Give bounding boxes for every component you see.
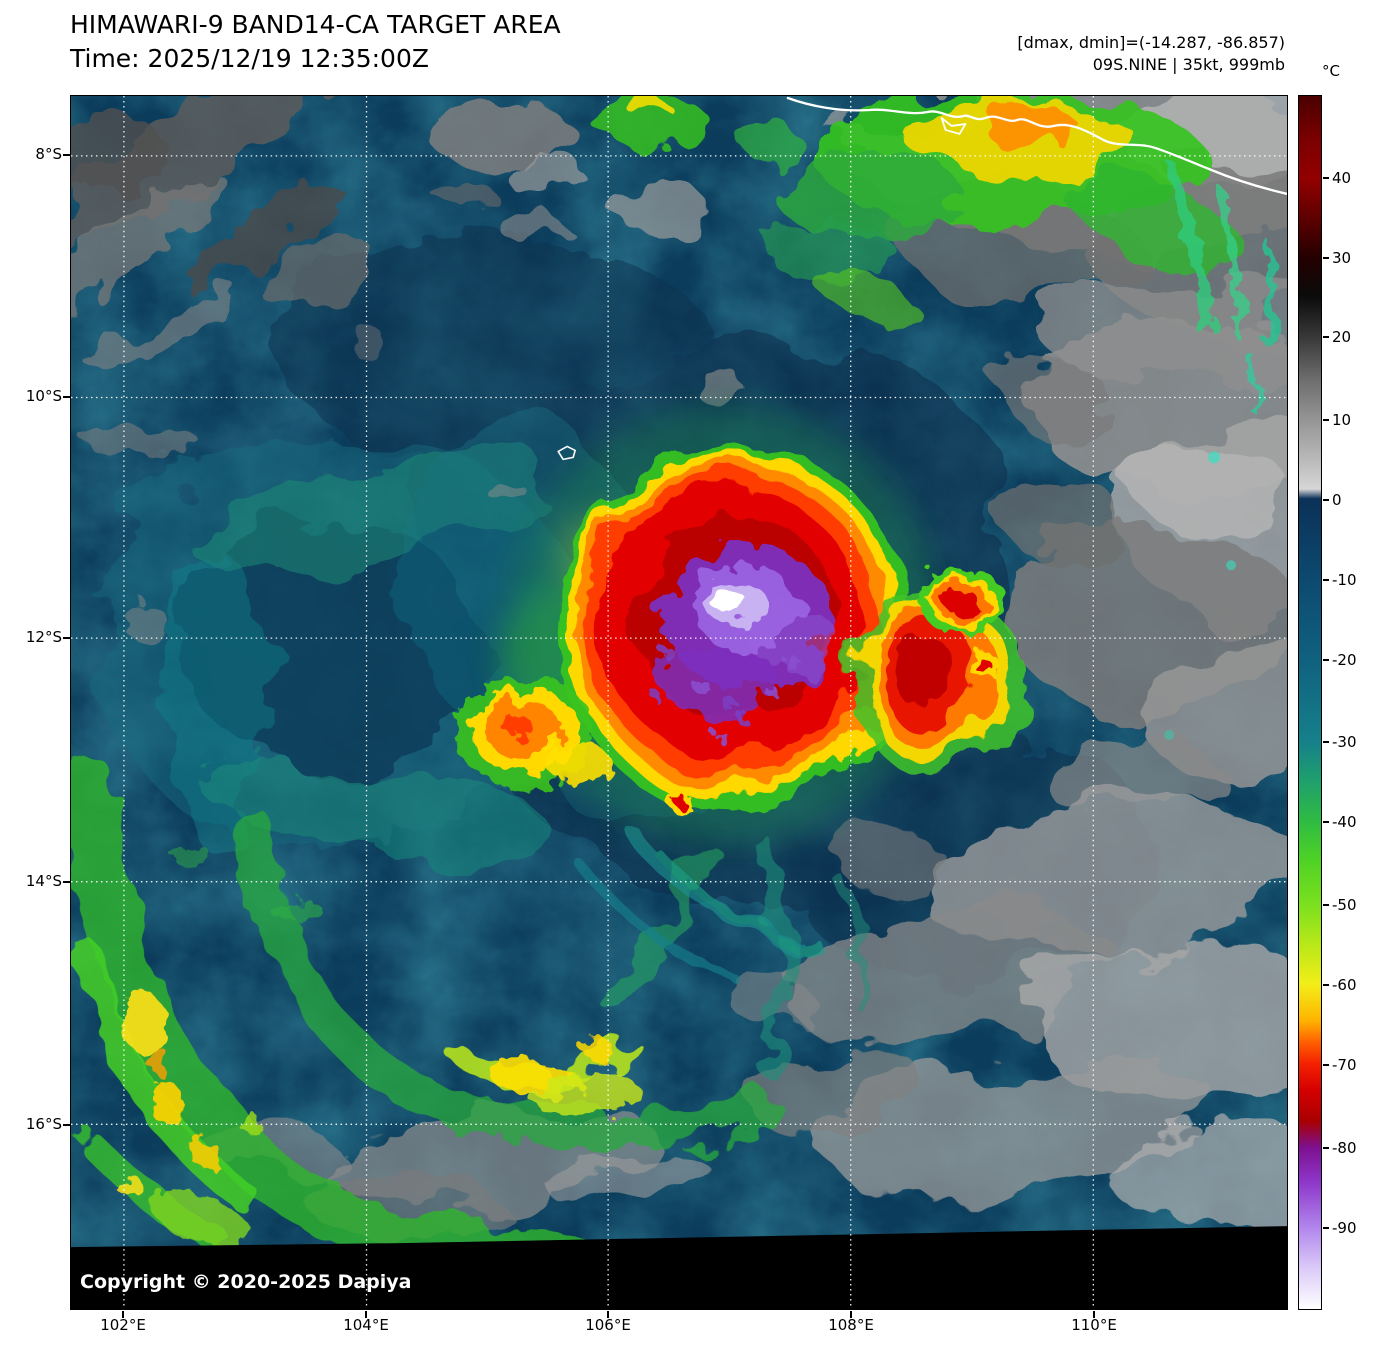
lat-tick-mark [63, 154, 70, 156]
figure-timestamp: Time: 2025/12/19 12:35:00Z [70, 44, 429, 73]
satellite-map-panel: Copyright © 2020-2025 Dapiya [70, 95, 1288, 1310]
colorbar-label-10: 10 [1332, 411, 1352, 429]
colorbar [1298, 95, 1322, 1310]
colorbar-tick-mark [1323, 984, 1329, 986]
lon-tick-mark [1093, 1311, 1095, 1318]
colorbar-tick-mark [1323, 821, 1329, 823]
lat-tick-label-8s: 8°S [35, 145, 62, 163]
teal-wisps [585, 822, 825, 980]
colorbar-tick-mark [1323, 1147, 1329, 1149]
coastline [557, 96, 1287, 461]
colorbar-tick-mark [1323, 1227, 1329, 1229]
convection-north-band [592, 96, 1244, 318]
lon-tick-label-108e: 108°E [828, 1316, 874, 1334]
cyan-specks [1164, 451, 1237, 740]
scan-edge-black [71, 1226, 1287, 1309]
colorbar-tick-mark [1323, 177, 1329, 179]
colorbar-label-30: 30 [1332, 249, 1352, 267]
colorbar-label-m60: -60 [1332, 976, 1357, 994]
lon-tick-mark [365, 1311, 367, 1318]
colorbar-tick-mark [1323, 419, 1329, 421]
annotation-dmax-dmin: [dmax, dmin]=(-14.287, -86.857) [1017, 33, 1285, 52]
annotation-storm-info: 09S.NINE | 35kt, 999mb [1092, 55, 1285, 74]
colorbar-label-m30: -30 [1332, 733, 1357, 751]
colorbar-label-m90: -90 [1332, 1219, 1357, 1237]
colorbar-tick-mark [1323, 499, 1329, 501]
cyclone-cold-overshoot [660, 545, 835, 718]
colorbar-tick-mark [1323, 741, 1329, 743]
lon-tick-label-102e: 102°E [100, 1316, 146, 1334]
lat-tick-mark [63, 396, 70, 398]
lat-tick-label-14s: 14°S [25, 872, 62, 890]
colorbar-label-m10: -10 [1332, 571, 1357, 589]
gray-clouds-scattered [82, 103, 744, 634]
lon-tick-label-110e: 110°E [1071, 1316, 1117, 1334]
lon-tick-label-106e: 106°E [585, 1316, 631, 1334]
colorbar-tick-mark [1323, 1064, 1329, 1066]
island-outline [557, 445, 576, 461]
colorbar-label-m70: -70 [1332, 1056, 1357, 1074]
colorbar-tick-mark [1323, 904, 1329, 906]
lat-tick-mark [63, 637, 70, 639]
lat-tick-mark [63, 881, 70, 883]
lat-tick-mark [63, 1124, 70, 1126]
colorbar-label-m50: -50 [1332, 896, 1357, 914]
figure-title: HIMAWARI-9 BAND14-CA TARGET AREA [70, 10, 561, 39]
colorbar-tick-mark [1323, 336, 1329, 338]
colorbar-tick-mark [1323, 659, 1329, 661]
grid-lines [71, 96, 1287, 1309]
southwest-convective-cell [455, 677, 693, 812]
rainband-bright-cores [116, 844, 640, 1248]
colorbar-label-m80: -80 [1332, 1139, 1357, 1157]
colorbar-label-0: 0 [1332, 491, 1342, 509]
colorbar-label-40: 40 [1332, 169, 1352, 187]
purple-speckles [650, 649, 802, 741]
lat-tick-label-10s: 10°S [25, 387, 62, 405]
lat-tick-label-16s: 16°S [25, 1115, 62, 1133]
colorbar-unit-label: °C [1322, 62, 1340, 80]
colorbar-label-20: 20 [1332, 328, 1352, 346]
lon-tick-mark [850, 1311, 852, 1318]
colorbar-tick-mark [1323, 579, 1329, 581]
lon-tick-label-104e: 104°E [343, 1316, 389, 1334]
lat-tick-label-12s: 12°S [25, 628, 62, 646]
colorbar-tick-mark [1323, 257, 1329, 259]
satellite-cells [920, 566, 1005, 677]
copyright-text: Copyright © 2020-2025 Dapiya [80, 1271, 412, 1293]
lon-tick-mark [122, 1311, 124, 1318]
lon-tick-mark [607, 1311, 609, 1318]
colorbar-label-m40: -40 [1332, 813, 1357, 831]
cyan-streaks-east [1162, 158, 1279, 417]
satellite-image [71, 96, 1287, 1309]
colorbar-label-m20: -20 [1332, 651, 1357, 669]
gray-clouds-northwest [71, 96, 373, 373]
